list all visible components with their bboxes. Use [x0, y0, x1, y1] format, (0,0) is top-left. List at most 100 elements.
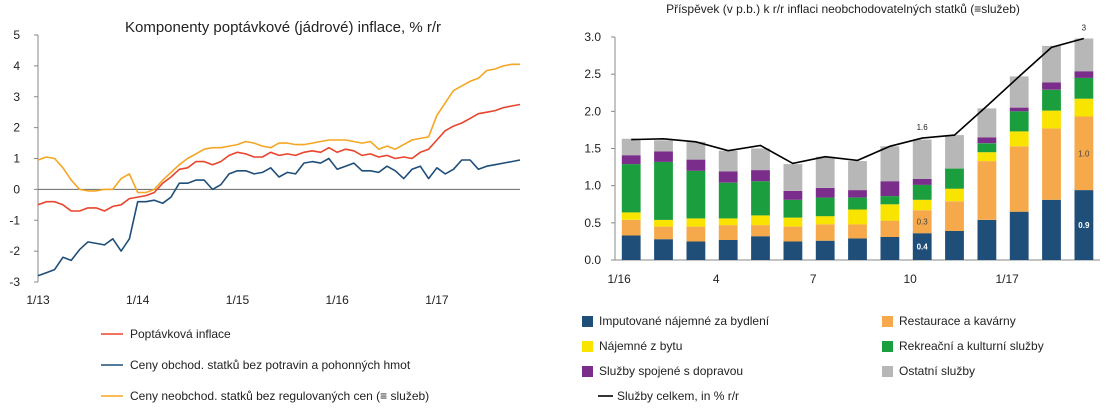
right-x-tick-label: 1/17: [995, 272, 1019, 286]
bar-segment: [718, 239, 738, 260]
right-legend-label-5: Ostatní služby: [899, 364, 975, 378]
bar-segment: [686, 141, 706, 160]
left-x-tick-label: 1/17: [425, 293, 449, 307]
data-label: 0.3: [917, 218, 929, 227]
bar-segment: [783, 217, 803, 227]
bar-segment: [718, 218, 738, 226]
right-y-tick-label: 1.5: [584, 142, 601, 156]
bar-segment: [654, 226, 673, 240]
bar-segment: [848, 161, 867, 191]
left-y-tick-label: 4: [13, 59, 20, 73]
left-y-tick-label: 3: [13, 90, 20, 104]
bar-segment: [1009, 107, 1029, 112]
bar-segment: [1009, 111, 1029, 132]
right-legend-total-label: Služby celkem, in % r/r: [617, 389, 739, 403]
bar-segment: [848, 209, 867, 225]
bar-segment: [977, 219, 997, 260]
bar-segment: [815, 240, 835, 260]
bar-segment: [815, 187, 835, 198]
bar-segment: [977, 161, 997, 220]
bar-segment: [945, 135, 964, 169]
bar-segment: [1042, 45, 1061, 83]
left-y-tick-label: -1: [9, 213, 20, 227]
bar-segment: [977, 108, 997, 138]
total-services-line: [631, 37, 1085, 165]
bar-segment: [815, 156, 835, 188]
right-legend-swatch-2: [582, 341, 593, 352]
left-x-tick-label: 1/15: [226, 293, 250, 307]
bar-segment: [751, 225, 770, 237]
bar-segment: [751, 170, 770, 182]
bar-segment: [686, 170, 706, 219]
right-y-tick-label: 1.0: [584, 179, 601, 193]
right-y-tick-label: 0.5: [584, 216, 601, 230]
bar-segment: [1074, 38, 1094, 72]
right-legend-label-2: Nájemné z bytu: [599, 339, 682, 353]
right-legend-swatch-3: [882, 341, 893, 352]
bar-segment: [912, 184, 932, 200]
left-series-line-2: [37, 63, 520, 194]
bar-segment: [815, 216, 835, 225]
bar-segment: [686, 226, 706, 242]
left-series-line-0: [37, 103, 521, 212]
bar-segment: [945, 231, 964, 260]
bar-segment: [1042, 199, 1061, 260]
left-legend-label-1: Ceny obchod. statků bez potravin a pohon…: [130, 358, 411, 372]
bar-segment: [1074, 116, 1094, 191]
left-y-tick-label: 0: [13, 182, 20, 196]
right-x-tick-label: 10: [903, 272, 917, 286]
right-legend-label-4: Služby spojené s dopravou: [599, 364, 743, 378]
bar-segment: [912, 233, 932, 260]
bar-segment: [912, 179, 932, 185]
bar-segment: [815, 224, 835, 241]
bar-segment: [1042, 89, 1061, 111]
right-x-tick-label: 1/16: [607, 272, 631, 286]
left-y-tick-label: 5: [13, 28, 20, 42]
left-x-tick-label: 1/13: [26, 293, 50, 307]
right-stacked-bar-chart: Příspěvek (v p.b.) k r/r inflaci neobcho…: [582, 2, 1100, 403]
right-y-tick-label: 3.0: [584, 30, 601, 44]
bar-segment: [718, 150, 738, 172]
bar-segment: [718, 171, 738, 183]
right-x-tick-label: 7: [810, 272, 817, 286]
left-y-tick-label: 2: [13, 121, 20, 135]
left-legend-label-2: Ceny neobchod. statků bez regulovaných c…: [130, 389, 429, 403]
left-y-tick-label: -2: [9, 244, 20, 258]
bar-segment: [848, 224, 867, 239]
bar-segment: [815, 197, 835, 217]
bar-segment: [848, 197, 867, 210]
left-chart-title: Komponenty poptávkové (jádrové) inflace,…: [125, 19, 441, 36]
bar-segment: [977, 137, 997, 144]
data-label: 1.6: [917, 123, 929, 132]
bar-segment: [686, 241, 706, 260]
bar-segment: [621, 138, 641, 156]
bar-segment: [686, 218, 706, 227]
bar-segment: [1009, 211, 1029, 260]
bar-segment: [751, 148, 770, 171]
right-legend-swatch-5: [882, 366, 893, 377]
bar-segment: [654, 151, 673, 162]
bar-segment: [1042, 82, 1061, 90]
right-legend-swatch-1: [882, 316, 893, 327]
bar-segment: [783, 199, 803, 218]
bar-segment: [654, 140, 673, 152]
bar-segment: [880, 237, 900, 260]
right-y-tick-label: 2.5: [584, 67, 601, 81]
bar-segment: [1042, 128, 1061, 200]
bar-segment: [880, 204, 900, 221]
bar-segment: [621, 219, 641, 236]
bar-segment: [880, 181, 900, 197]
right-y-tick-label: 0.0: [584, 253, 601, 267]
bar-segment: [912, 139, 932, 179]
bar-segment: [848, 190, 867, 198]
bar-segment: [621, 155, 641, 165]
data-label: 0.4: [917, 243, 929, 252]
bar-segment: [783, 226, 803, 242]
bar-segment: [880, 146, 900, 182]
bar-segment: [912, 210, 932, 234]
bar-segment: [718, 182, 738, 219]
bar-segment: [848, 238, 867, 260]
bar-segment: [1009, 146, 1029, 212]
bar-segment: [1009, 131, 1029, 147]
